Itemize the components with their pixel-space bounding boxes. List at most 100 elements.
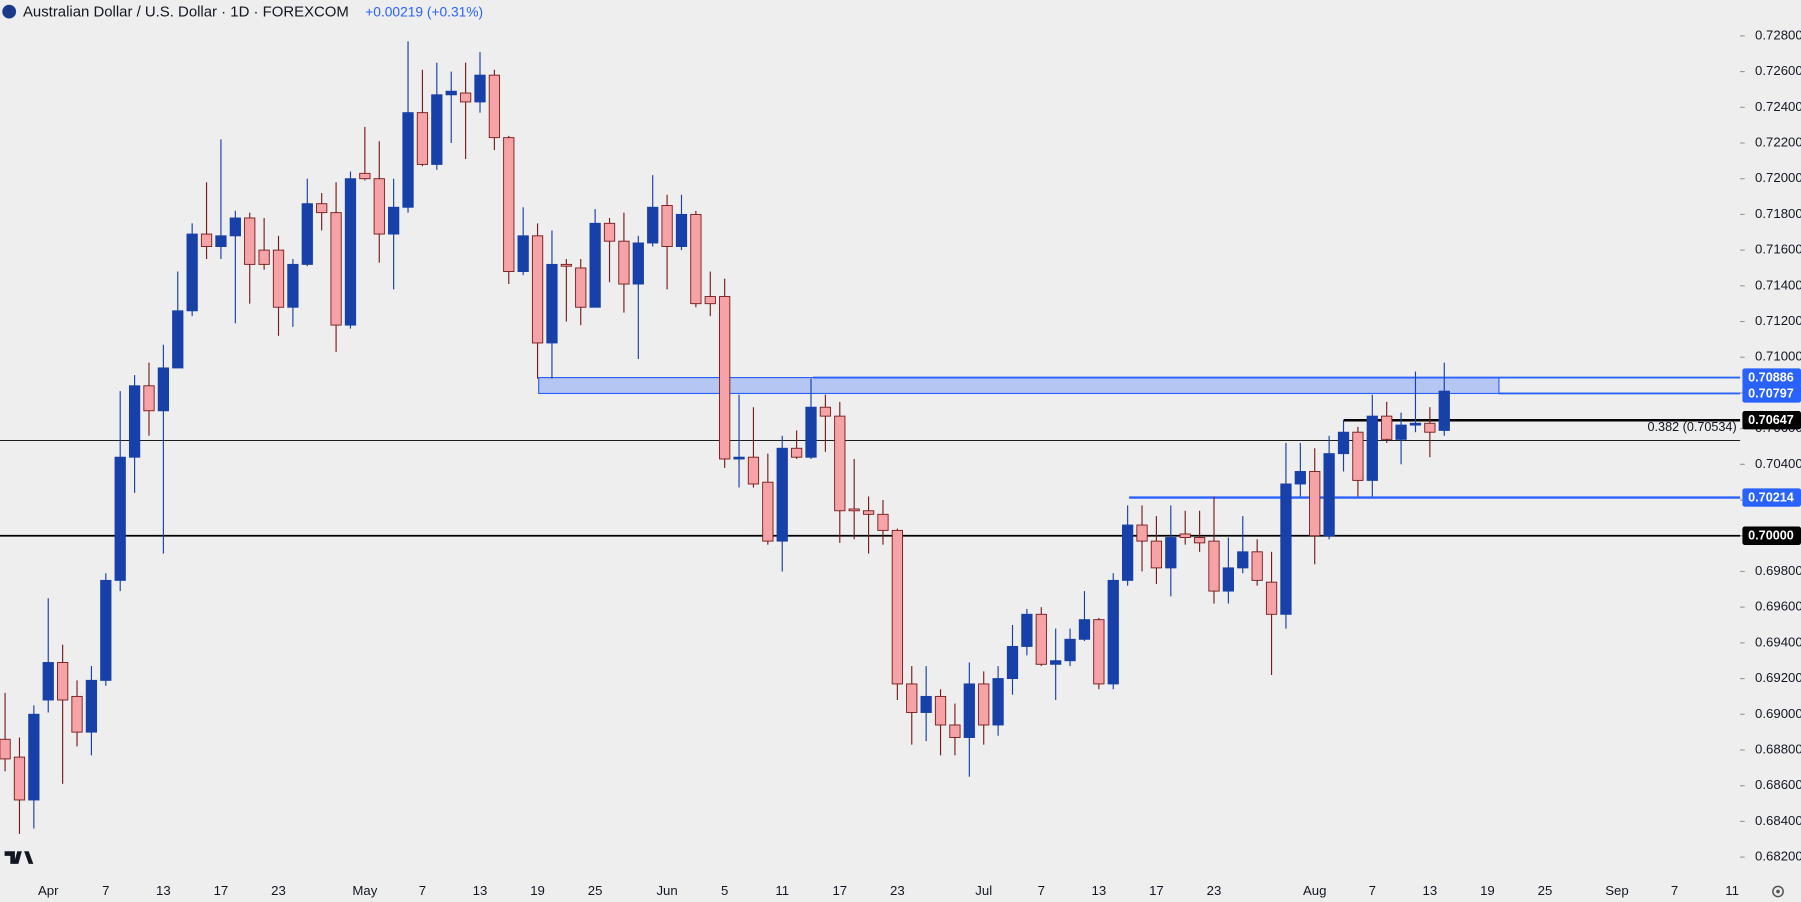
price-tag-label: 0.70797 [1748,386,1794,400]
candle-body [488,74,501,139]
price-tag [1742,526,1801,545]
candle-body [503,137,515,272]
candle-body [1179,533,1191,538]
x-tick-label: 11 [775,883,789,898]
candle-body [215,235,227,247]
y-tick-label: 0.68200 [1755,849,1801,864]
candle-body [272,249,285,308]
candle-body [1093,619,1105,685]
candle-body [517,235,529,272]
x-tick-label: 7 [1038,883,1045,898]
candle-body [805,406,817,458]
candle-body [0,738,11,760]
candle-body [1107,579,1119,685]
candle-body [85,679,98,733]
plot-area: 0.68200 0.68400 0.68600 0.68800 0.69000 0.692… [0,27,1801,898]
x-tick-label: 17 [214,883,229,898]
x-tick-label: 7 [419,883,426,898]
candle-body [416,112,429,165]
candle-body [1222,567,1235,592]
y-tick-label: 0.68400 [1755,813,1801,828]
x-tick-label: Jul [975,883,992,898]
candle-body [1006,645,1019,680]
x-tick-label: 23 [271,883,286,898]
x-tick-label: 23 [890,883,905,898]
candle-body [172,310,184,369]
x-tick-label: Aug [1303,883,1326,898]
candle-body [57,662,69,701]
candle-body [1136,524,1148,542]
candle-body [1366,415,1378,481]
candle-body [344,178,357,326]
candle-body [1294,471,1306,485]
y-tick-label: 0.69200 [1755,670,1801,685]
chart-title: Australian Dollar / U.S. Dollar · 1D · F… [23,4,349,21]
y-tick-label: 0.70400 [1755,456,1801,471]
candle-body [301,203,313,265]
candle-body [1424,422,1436,433]
price-tag-label: 0.70214 [1748,490,1794,504]
candle-body [244,217,256,265]
price-change: +0.00219 (+0.31%) [365,4,483,19]
candle-body [661,205,673,247]
candle-body [978,683,990,726]
y-tick-label: 0.71200 [1755,313,1801,328]
candle-body [891,529,903,685]
candle-body [402,112,414,208]
candle-body [359,172,371,180]
candle-body [690,213,702,305]
candle-body [618,240,630,285]
y-tick-label: 0.68600 [1755,777,1801,792]
x-tick-label: 19 [1480,883,1495,898]
candle-body [776,447,788,542]
x-tick-label: 25 [1538,883,1553,898]
candle-body [1265,581,1278,615]
candle-body [733,456,745,460]
candle-body [287,263,299,308]
x-tick-label: 17 [1149,883,1164,898]
candle-body [1323,453,1335,537]
candle-body [934,695,947,726]
candle-body [431,94,443,165]
candle-body [373,178,385,235]
candle-body [316,203,328,214]
candle-body [114,456,126,581]
candle-body [862,510,875,515]
candle-body [128,385,141,458]
y-tick-label: 0.69000 [1755,706,1801,721]
x-tick-label: 19 [530,883,545,898]
settings-icon[interactable] [1772,885,1784,898]
candle-body [877,513,889,531]
candle-body [13,756,26,801]
price-tag-label: 0.70647 [1748,413,1794,427]
candle-body [647,206,659,244]
candle-body [459,92,472,103]
y-tick-label: 0.71000 [1755,349,1801,364]
candle-body [1438,390,1450,431]
candle-body [531,235,544,344]
candle-body [719,296,731,460]
y-tick-label: 0.69600 [1755,599,1801,614]
x-tick-label: 17 [832,883,847,898]
candle-body [603,222,616,242]
candle-body [445,90,457,96]
candle-body [747,456,760,485]
candle-body [388,206,400,235]
x-tick-label: 13 [1423,883,1438,898]
y-tick-label: 0.69400 [1755,634,1801,649]
candle-body [1165,537,1177,569]
candle-body [474,74,486,103]
x-tick-label: Jun [656,883,677,898]
candle-body [1381,415,1393,440]
candle-body [1035,613,1047,665]
price-tag-label: 0.70000 [1748,529,1794,543]
tradingview-logo [4,851,34,864]
x-tick-label: 7 [102,883,109,898]
candle-body [1352,431,1364,481]
candle-body [920,695,932,713]
candle-body [1021,613,1033,647]
candle-body [258,249,270,265]
candle-body [1280,483,1292,615]
